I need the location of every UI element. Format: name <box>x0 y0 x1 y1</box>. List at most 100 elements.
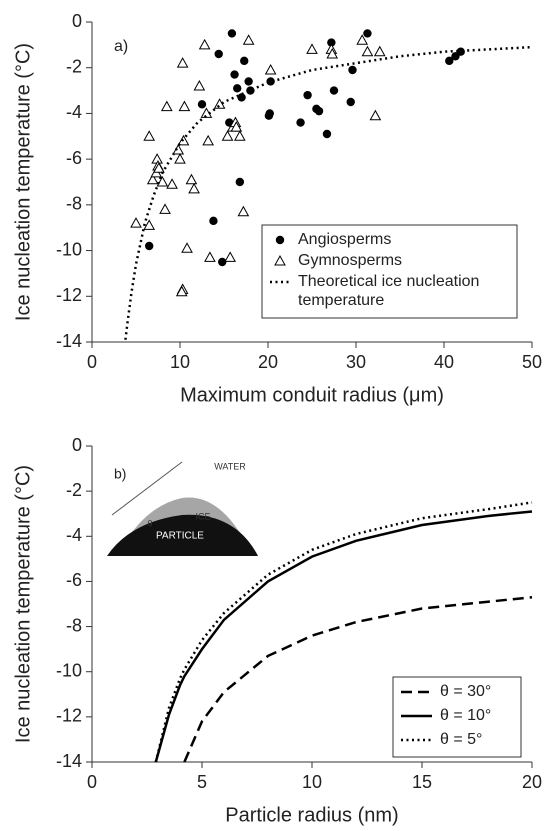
legend-marker <box>274 254 286 266</box>
x-tick-label: 30 <box>346 352 366 372</box>
x-tick-label: 15 <box>412 772 432 792</box>
annotation: PARTICLE <box>156 531 204 542</box>
point <box>143 219 156 230</box>
point <box>306 43 318 54</box>
legend-label: Angiosperms <box>298 231 392 248</box>
point <box>197 100 207 109</box>
point <box>224 251 237 262</box>
y-tick-label: -6 <box>66 570 82 590</box>
point <box>166 178 178 189</box>
x-tick-label: 0 <box>87 772 97 792</box>
data-line <box>154 510 533 763</box>
point <box>227 29 237 38</box>
point <box>221 130 234 141</box>
point <box>233 130 246 141</box>
y-tick-label: -10 <box>56 239 82 259</box>
point <box>314 106 324 116</box>
y-tick-label: -8 <box>66 615 82 635</box>
annotation: θ <box>147 518 152 528</box>
point <box>265 109 274 118</box>
x-tick-label: 0 <box>87 352 97 372</box>
point <box>174 153 186 164</box>
x-axis-label: Maximum conduit radius (μm) <box>180 384 444 406</box>
point <box>178 100 191 112</box>
point <box>242 34 255 45</box>
x-tick-label: 5 <box>197 772 207 792</box>
y-tick-label: -6 <box>66 148 82 168</box>
point <box>240 56 249 66</box>
y-tick-label: -8 <box>66 194 82 214</box>
point <box>322 129 332 139</box>
point <box>346 97 355 107</box>
point <box>363 29 372 38</box>
annotation: WATER <box>214 461 246 471</box>
y-tick-label: -10 <box>56 660 82 680</box>
point <box>373 45 386 57</box>
point <box>237 93 246 102</box>
point <box>244 77 253 86</box>
annotation: a) <box>114 38 128 55</box>
point <box>230 70 239 79</box>
point <box>146 173 159 185</box>
point <box>214 49 223 59</box>
point <box>160 100 173 112</box>
y-axis-label: Ice nucleation temperature (°C) <box>12 465 34 743</box>
point <box>193 79 206 91</box>
point <box>348 65 357 75</box>
point <box>326 47 339 59</box>
x-tick-label: 10 <box>302 772 322 792</box>
x-tick-label: 10 <box>170 352 190 372</box>
inset-diagram <box>107 461 258 556</box>
legend-label: θ = 10° <box>440 707 492 724</box>
legend-label: Theoretical ice nucleation temperature <box>298 273 480 309</box>
point <box>361 45 374 57</box>
legend-label: θ = 30° <box>440 683 492 700</box>
point <box>327 38 336 47</box>
point <box>181 242 193 253</box>
point <box>233 84 242 93</box>
y-tick-label: -14 <box>56 751 82 771</box>
point <box>303 90 312 100</box>
point <box>296 118 305 127</box>
point <box>198 38 211 50</box>
legend-box <box>261 224 518 319</box>
annotation: b) <box>114 466 126 482</box>
x-tick-label: 50 <box>522 352 542 372</box>
point <box>143 130 156 141</box>
x-tick-label: 20 <box>522 772 542 792</box>
y-axis-label: Ice nucleation temperature (°C) <box>12 43 34 321</box>
y-tick-label: -12 <box>56 706 82 726</box>
point <box>153 162 165 173</box>
tangent-line <box>111 461 183 516</box>
y-tick-label: 0 <box>72 11 82 31</box>
data-line <box>124 45 533 340</box>
point <box>356 34 369 45</box>
legend-label: θ = 5° <box>440 731 483 748</box>
point <box>156 175 169 187</box>
point <box>159 203 171 214</box>
point <box>185 173 198 185</box>
legend-marker <box>275 235 285 245</box>
data-line <box>183 595 533 763</box>
y-tick-label: -14 <box>56 331 82 351</box>
point <box>204 251 216 262</box>
legend-label: Gymnosperms <box>298 252 403 269</box>
point <box>145 241 154 251</box>
point <box>264 63 277 75</box>
y-tick-label: -12 <box>56 285 82 305</box>
x-tick-label: 40 <box>434 352 454 372</box>
point <box>176 57 189 68</box>
y-tick-label: -2 <box>66 480 82 500</box>
y-tick-label: 0 <box>72 435 82 455</box>
y-tick-label: -4 <box>66 525 82 545</box>
point <box>130 217 142 228</box>
point <box>175 285 188 297</box>
point <box>209 216 218 226</box>
annotation: ICE <box>195 511 210 521</box>
particle-shape <box>107 514 258 556</box>
point <box>188 182 200 194</box>
point <box>235 177 245 187</box>
point <box>230 121 243 132</box>
